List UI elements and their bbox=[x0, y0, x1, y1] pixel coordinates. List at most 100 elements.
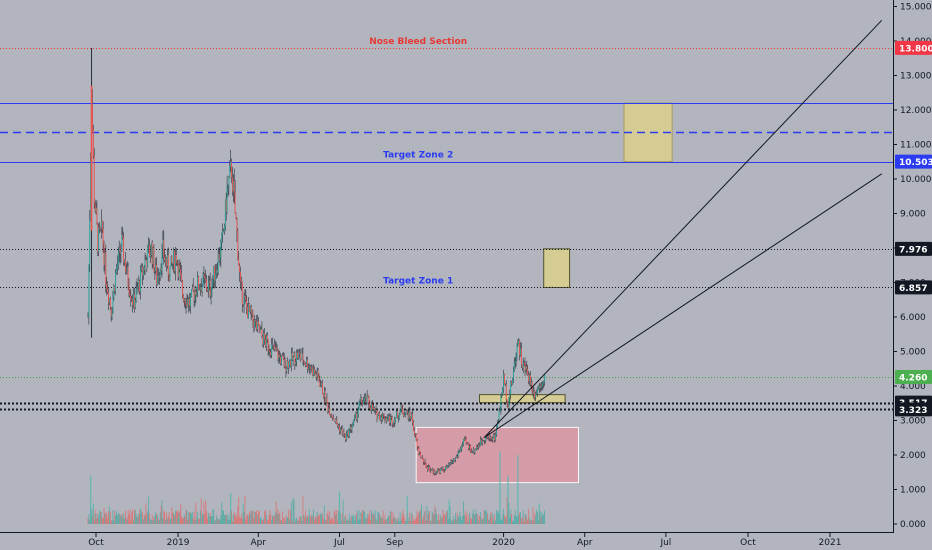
time-axis[interactable]: Oct 2019 Apr Jul Sep 2020 Apr Jul Oct 2021 bbox=[88, 533, 841, 548]
candle-body bbox=[388, 415, 390, 423]
price-badge bbox=[895, 402, 932, 417]
candle-body bbox=[307, 368, 309, 370]
candle-body bbox=[132, 299, 134, 305]
candle-body bbox=[111, 310, 113, 317]
volume-bar bbox=[100, 512, 102, 524]
volume-spike bbox=[338, 491, 341, 524]
candle-body bbox=[380, 416, 382, 421]
volume-bar bbox=[401, 516, 403, 524]
candle-body bbox=[476, 447, 478, 450]
candle-body-spike bbox=[90, 85, 93, 231]
candle-body bbox=[254, 320, 256, 329]
candle-body bbox=[221, 234, 223, 243]
volume-bar bbox=[450, 519, 452, 524]
candle-body bbox=[296, 352, 298, 362]
volume-bar bbox=[312, 516, 314, 524]
candle-body bbox=[113, 286, 115, 298]
volume-bar bbox=[273, 516, 274, 524]
candle-body bbox=[503, 374, 505, 390]
volume-bar bbox=[372, 512, 374, 524]
candle-body bbox=[108, 298, 110, 303]
volume-bar bbox=[505, 515, 507, 524]
volume-bar bbox=[260, 517, 262, 524]
candle-body bbox=[461, 445, 463, 450]
volume-bar bbox=[279, 512, 281, 524]
candle-body bbox=[236, 219, 238, 231]
candle-body bbox=[109, 298, 111, 308]
candle-body bbox=[133, 294, 135, 308]
volume-bar bbox=[422, 516, 424, 524]
volume-bar bbox=[341, 513, 343, 524]
candle-body bbox=[333, 418, 335, 422]
volume-bar bbox=[496, 512, 498, 524]
candle-body bbox=[192, 286, 194, 292]
annotation-label: Target Zone 1 bbox=[383, 276, 453, 286]
candle-body bbox=[273, 345, 275, 350]
volume-bar bbox=[335, 514, 337, 524]
y-tick-label: 12.000 bbox=[900, 106, 932, 116]
volume-bar bbox=[373, 515, 375, 524]
volume-bar bbox=[378, 512, 380, 524]
volume-bar bbox=[165, 520, 167, 524]
candle-body bbox=[477, 447, 479, 449]
volume-bar bbox=[107, 517, 109, 524]
volume-bar bbox=[434, 506, 436, 524]
volume-bar bbox=[144, 516, 146, 524]
volume-bar bbox=[362, 509, 364, 524]
volume-bar bbox=[388, 515, 389, 524]
y-tick-label: 4.000 bbox=[900, 382, 926, 392]
x-tick-label: Oct bbox=[88, 538, 104, 548]
volume-bar bbox=[501, 520, 503, 524]
volume-bar bbox=[529, 520, 531, 524]
volume-bar bbox=[289, 518, 290, 524]
candle-body bbox=[126, 266, 128, 273]
candle-body bbox=[116, 264, 118, 269]
volume-bar bbox=[267, 519, 269, 524]
volume-bar bbox=[412, 515, 414, 524]
candle-body bbox=[103, 244, 105, 266]
candle-body bbox=[513, 362, 515, 371]
volume-bar bbox=[291, 520, 293, 524]
volume-bar bbox=[376, 520, 378, 524]
volume-bar bbox=[153, 517, 155, 524]
volume-spike bbox=[90, 475, 92, 524]
candle-body bbox=[223, 225, 225, 231]
candle-body bbox=[226, 188, 228, 213]
volume-bar bbox=[298, 516, 300, 524]
candle-body bbox=[141, 266, 142, 270]
volume-bar bbox=[443, 515, 445, 524]
volume-bar bbox=[438, 519, 440, 524]
volume-bar bbox=[87, 518, 89, 524]
candle-body bbox=[400, 405, 402, 411]
volume-bar bbox=[424, 510, 426, 524]
candle-body bbox=[472, 449, 474, 452]
volume-bar bbox=[97, 513, 99, 524]
volume-bar bbox=[148, 496, 150, 524]
candle-body bbox=[267, 339, 269, 350]
volume-bar bbox=[367, 517, 369, 524]
volume-bar bbox=[251, 510, 253, 524]
volume-bar bbox=[299, 517, 301, 524]
candle-body bbox=[362, 403, 364, 405]
target-zone-box bbox=[543, 248, 571, 288]
candle-body bbox=[125, 271, 127, 273]
candle-body bbox=[207, 288, 208, 291]
candle-body bbox=[90, 161, 92, 220]
volume-bar bbox=[462, 501, 464, 524]
volume-bar bbox=[210, 516, 212, 524]
x-tick-label: 2021 bbox=[819, 538, 842, 548]
candle-body bbox=[481, 440, 483, 443]
volume-bar bbox=[194, 520, 196, 524]
volume-bar bbox=[375, 518, 377, 524]
candle-body bbox=[454, 457, 456, 461]
volume-bar bbox=[100, 511, 101, 524]
candle-body bbox=[200, 287, 202, 292]
x-tick-label: Apr bbox=[251, 538, 267, 548]
volume-bar bbox=[167, 516, 169, 524]
volume-bar bbox=[232, 521, 233, 524]
volume-bar bbox=[410, 521, 412, 524]
candle-body bbox=[140, 269, 142, 292]
candle-body bbox=[380, 416, 381, 420]
candle-body bbox=[335, 419, 337, 423]
